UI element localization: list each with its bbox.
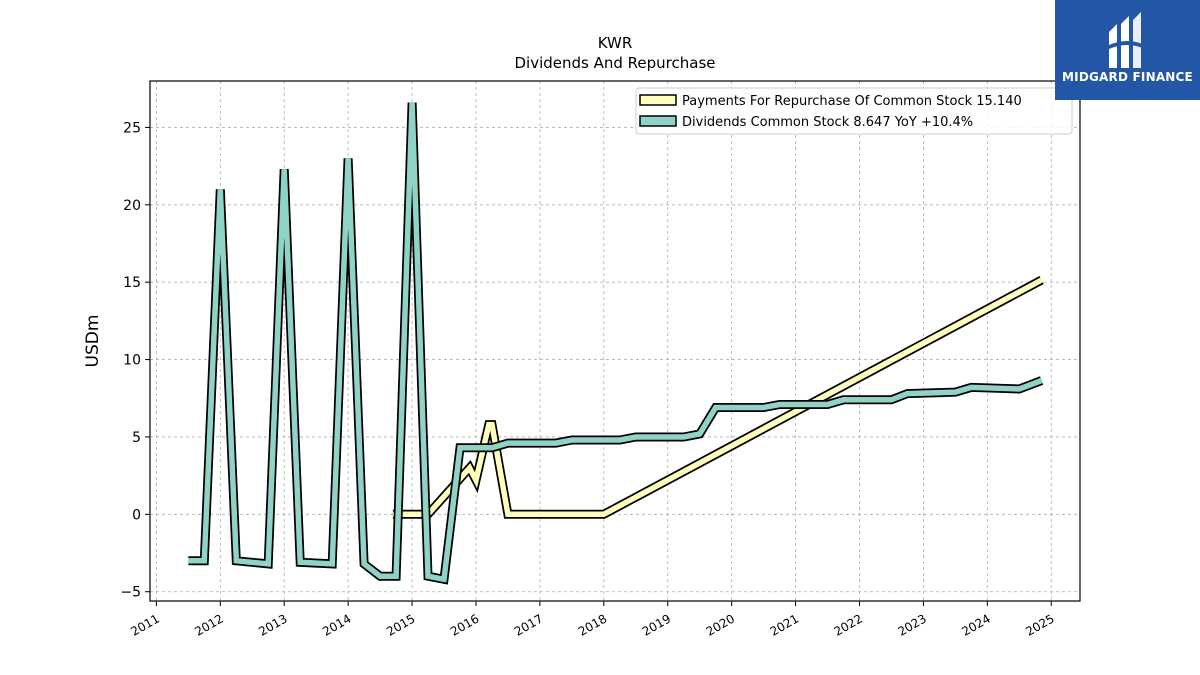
legend-box	[635, 87, 1073, 135]
chart-subtitle: Dividends And Repurchase	[514, 54, 715, 72]
legend-label-1: Dividends Common Stock 8.647 YoY +10.4%	[682, 115, 973, 130]
x-tick-label: 2013	[256, 611, 289, 638]
x-tick-label: 2016	[448, 611, 481, 638]
chart-title: KWR	[598, 34, 633, 52]
x-tick-label: 2011	[128, 611, 161, 638]
series-0-line	[392, 277, 1043, 518]
midgard-logo-icon	[1107, 12, 1147, 68]
plot-frame	[149, 80, 1081, 602]
y-tick-label: 25	[123, 120, 141, 136]
x-tick-label: 2017	[512, 611, 545, 638]
x-tick-label: 2019	[640, 611, 673, 638]
x-tick-label: 2015	[384, 611, 417, 638]
x-tick-label: 2021	[768, 611, 801, 638]
y-tick-label: 15	[123, 275, 141, 291]
legend-swatch-0	[639, 94, 677, 106]
x-tick-label: 2023	[895, 611, 928, 638]
logo-text: MIDGARD FINANCE	[1062, 70, 1193, 84]
x-tick-label: 2022	[832, 611, 865, 638]
x-tick-label: 2020	[704, 611, 737, 638]
y-axis-label: USDm	[83, 315, 103, 368]
y-tick-label: 5	[132, 430, 141, 446]
x-tick-label: 2024	[959, 611, 992, 638]
y-tick-label: −5	[120, 585, 141, 601]
x-tick-label: 2018	[576, 611, 609, 638]
series-1-line	[188, 102, 1043, 583]
x-tick-label: 2025	[1023, 611, 1056, 638]
y-tick-label: 10	[123, 353, 141, 369]
y-tick-label: 0	[132, 507, 141, 523]
legend-label-0: Payments For Repurchase Of Common Stock …	[682, 94, 1022, 109]
legend-swatch-1	[639, 115, 677, 127]
y-tick-label: 20	[123, 198, 141, 214]
x-tick-label: 2014	[320, 611, 353, 638]
midgard-finance-logo: MIDGARD FINANCE	[1055, 0, 1200, 100]
series-0-outline	[392, 276, 1044, 519]
x-tick-label: 2012	[192, 611, 225, 638]
